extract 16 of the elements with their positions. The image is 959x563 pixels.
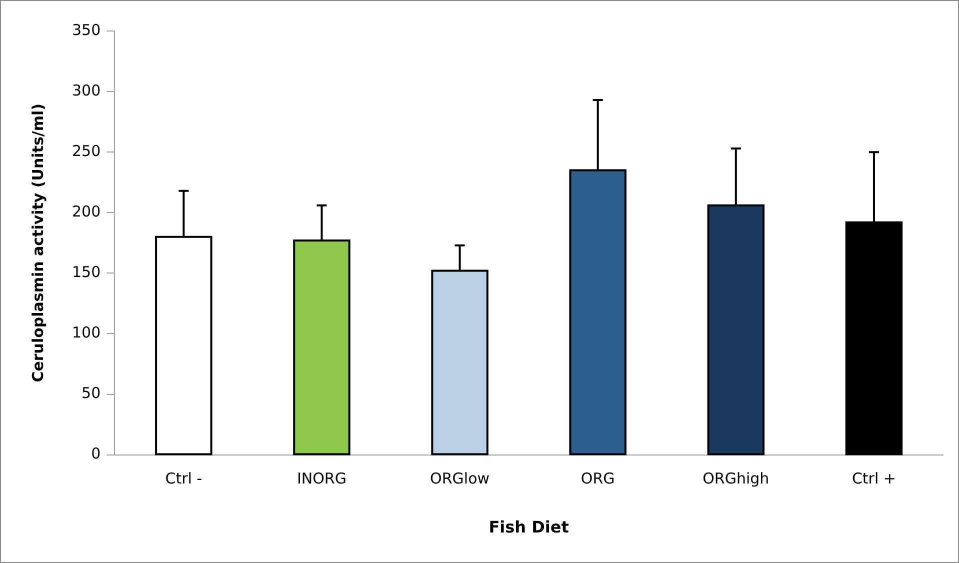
x-tick-label: INORG bbox=[296, 470, 346, 488]
y-tick-label: 350 bbox=[72, 20, 101, 39]
y-axis-title: Ceruloplasmin activity (Units/ml) bbox=[28, 104, 47, 382]
x-tick-label: Ctrl + bbox=[852, 470, 896, 488]
x-tick-label: Ctrl - bbox=[165, 470, 202, 488]
y-tick-label: 250 bbox=[72, 142, 101, 160]
x-tick-label: ORGlow bbox=[430, 470, 490, 488]
y-tick-label: 200 bbox=[72, 202, 101, 221]
y-tick-label: 100 bbox=[72, 324, 101, 342]
x-tick-label: ORGhigh bbox=[702, 470, 770, 488]
y-tick-label: 300 bbox=[72, 81, 101, 100]
y-tick-label: 150 bbox=[72, 263, 101, 282]
x-axis-title: Fish Diet bbox=[488, 518, 570, 537]
y-tick-label: 50 bbox=[82, 384, 101, 402]
x-tick-label: ORG bbox=[580, 470, 615, 488]
y-tick-label: 0 bbox=[91, 444, 101, 463]
